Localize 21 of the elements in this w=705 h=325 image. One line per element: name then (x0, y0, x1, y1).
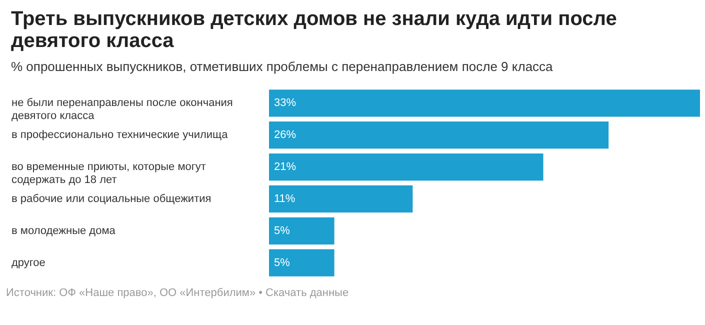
bar (269, 90, 700, 117)
y-tick-label: во временные приюты, которые могут содержать до 18 лет (12, 161, 206, 186)
y-tick-label: другое (12, 256, 46, 269)
data-label: 5% (274, 224, 290, 237)
y-tick-label: не были перенаправлены после окончания девятого класса (12, 97, 233, 122)
bar (269, 153, 544, 181)
text: Источник: ОФ «Наше право», ОО «Интербилим» • Скачать данные (6, 287, 350, 299)
bar (269, 217, 334, 244)
data-label: 33% (274, 97, 296, 110)
data-label: 5% (274, 256, 290, 269)
bar (269, 249, 334, 276)
data-label: 26% (274, 129, 296, 142)
data-label: 11% (274, 192, 296, 205)
chart-title: Треть выпускников детских домов не знали куда идти после девятого класса (11, 8, 617, 52)
y-tick-label: в рабочие или социальные общежития (12, 192, 212, 205)
y-tick-label: в молодежные дома (12, 224, 116, 237)
y-tick-label: в профессионально технические училища (12, 129, 229, 142)
data-label: 21% (274, 161, 296, 174)
bar (269, 122, 609, 149)
chart-subtitle: % опрошенных выпускников, отметивших проблемы с перенаправлением после 9 класса (11, 59, 554, 74)
bar (269, 185, 413, 213)
